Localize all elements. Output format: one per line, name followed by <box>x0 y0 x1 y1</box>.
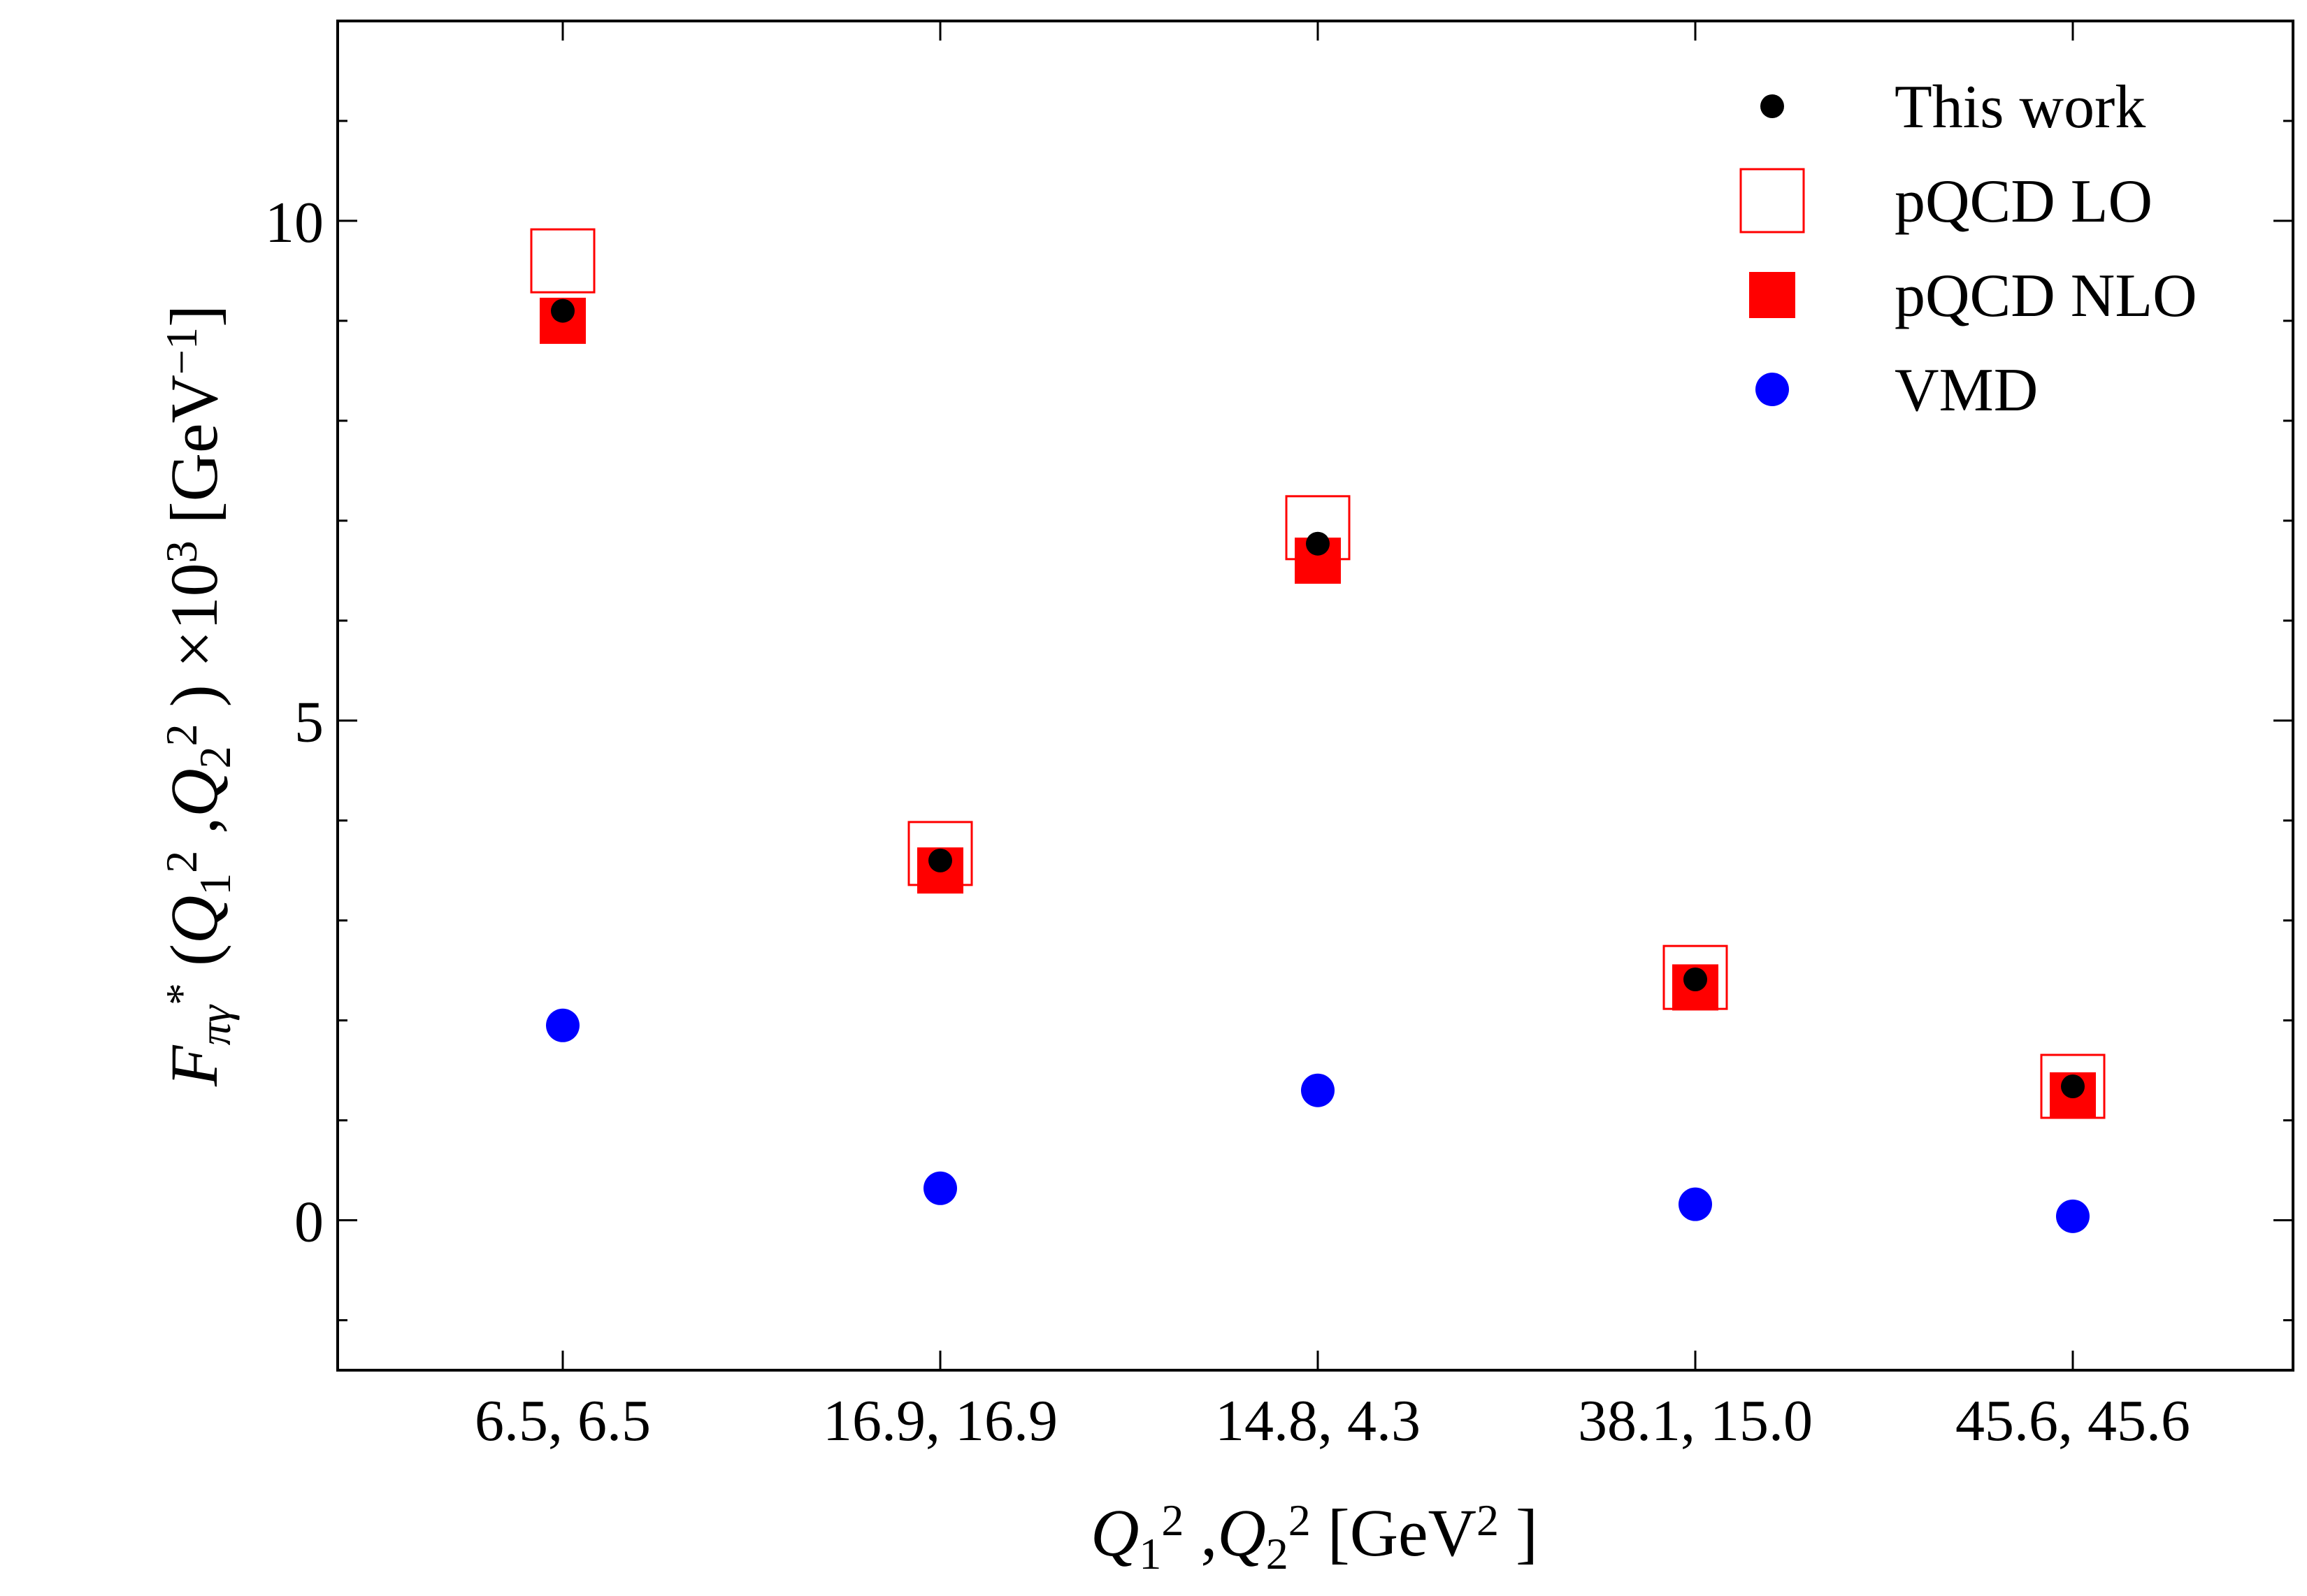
ticks-layer: 6.5, 6.5 16.9, 16.9 14.8, 4.3 38.1, 15.0 45.… <box>265 20 2293 1453</box>
x-tick-label: 16.9, 16.9 <box>823 1388 1058 1453</box>
vmd-point <box>546 1008 580 1042</box>
y-tick-label: 10 <box>265 190 324 255</box>
this-work-point <box>1683 968 1707 992</box>
x-tick-label: 38.1, 15.0 <box>1578 1388 1813 1453</box>
x-axis-title: Q12 ,Q22 [GeV2 ] <box>1091 1495 1538 1579</box>
legend-marker-pqcd-lo <box>1739 168 1805 233</box>
legend-label-this-work: This work <box>1895 73 2146 141</box>
this-work-point <box>928 848 952 872</box>
x-tick-label: 14.8, 4.3 <box>1215 1388 1421 1453</box>
legend-label-vmd: VMD <box>1895 357 2038 424</box>
vmd-point <box>923 1171 957 1205</box>
y-tick-label: 5 <box>294 690 324 755</box>
vmd-point <box>2056 1199 2090 1233</box>
legend-marker-vmd <box>1755 373 1789 406</box>
legend: This work pQCD LO pQCD NLO VMD <box>1739 73 2197 424</box>
y-tick-label: 0 <box>294 1190 324 1255</box>
legend-label-pqcd-nlo: pQCD NLO <box>1895 262 2197 330</box>
vmd-point <box>1301 1073 1335 1107</box>
vmd-point <box>1679 1187 1712 1221</box>
legend-marker-pqcd-nlo <box>1749 272 1795 318</box>
x-tick-label: 45.6, 45.6 <box>1955 1388 2190 1453</box>
x-tick-label: 6.5, 6.5 <box>475 1388 651 1453</box>
plot-frame <box>336 20 2294 1372</box>
marks-layer <box>530 228 2106 1233</box>
pqcd-lo-point <box>530 228 596 294</box>
legend-marker-this-work <box>1760 94 1784 118</box>
this-work-point <box>2061 1074 2085 1098</box>
y-axis-title: Fπγ* (Q12 ,Q22 ) ×103 [GeV−1] <box>157 305 240 1087</box>
legend-label-pqcd-lo: pQCD LO <box>1895 168 2153 236</box>
this-work-point <box>1306 531 1330 556</box>
this-work-point <box>551 299 575 323</box>
